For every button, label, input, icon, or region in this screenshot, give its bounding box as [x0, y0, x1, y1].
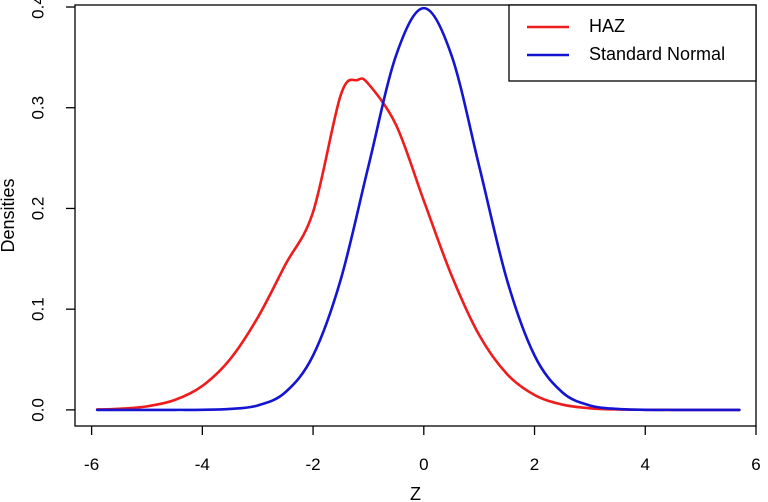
x-tick-label: -4	[195, 455, 210, 474]
y-tick-label: 0.3	[28, 96, 47, 120]
y-axis-label: Densities	[0, 178, 18, 252]
y-tick-label: 0.2	[28, 197, 47, 221]
legend-label-haz: HAZ	[589, 16, 625, 36]
x-tick-label: 4	[641, 455, 650, 474]
y-tick-label: 0.4	[28, 0, 47, 19]
y-axis: 0.0 0.1 0.2 0.3 0.4	[28, 0, 75, 422]
x-tick-label: 6	[751, 455, 760, 474]
legend: HAZ Standard Normal	[508, 4, 757, 82]
plot-box	[74, 4, 757, 427]
x-tick-label: -6	[84, 455, 99, 474]
x-axis-label: Z	[410, 484, 421, 502]
y-tick-label: 0.1	[28, 297, 47, 321]
series-layer	[95, 6, 741, 412]
x-tick-label: -2	[306, 455, 321, 474]
legend-label-standard-normal: Standard Normal	[589, 44, 725, 64]
x-axis: -6 -4 -2 0 2 4 6	[84, 426, 761, 474]
legend-box	[508, 4, 757, 82]
plot-frame	[74, 4, 757, 427]
x-tick-label: 2	[530, 455, 539, 474]
x-tick-label: 0	[419, 455, 428, 474]
y-tick-label: 0.0	[28, 398, 47, 422]
series-line-standard-normal	[95, 6, 741, 412]
series-line-haz	[95, 77, 741, 412]
